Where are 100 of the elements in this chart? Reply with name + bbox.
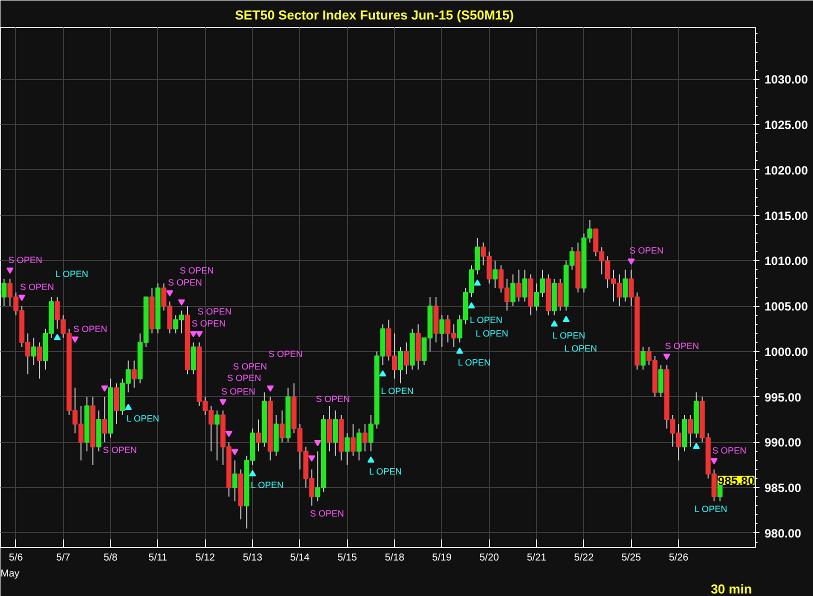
candlestick [516, 269, 522, 302]
y-tick-label: 1025.00 [764, 118, 808, 132]
text: S OPEN [102, 444, 137, 455]
y-tick-label: 1005.00 [764, 300, 808, 314]
text: S OPEN [316, 394, 350, 404]
candlestick [356, 428, 362, 461]
y-tick-label: 1015.00 [764, 208, 808, 223]
point [379, 370, 386, 376]
text: S OPEN [712, 445, 746, 456]
candlestick [439, 314, 444, 348]
point [54, 334, 61, 340]
text: S OPEN [664, 341, 699, 352]
candlestick [114, 382, 120, 425]
point [178, 299, 186, 306]
point [367, 456, 374, 463]
x-tick-label: 5/18 [384, 552, 405, 564]
point [196, 331, 203, 338]
text: S OPEN [180, 266, 214, 276]
candlestick [190, 342, 196, 375]
point [225, 430, 232, 438]
y-tick-label: 1010.00 [764, 254, 808, 268]
x-tick-label: 5/25 [622, 552, 642, 564]
candlestick [132, 360, 137, 388]
point [308, 455, 316, 462]
text: L OPEN [380, 386, 414, 396]
annotation: 985.80 [718, 474, 755, 488]
text: 30 min [710, 582, 752, 596]
text: L OPEN [564, 344, 598, 354]
candlestick [404, 342, 409, 375]
x-tick-label: 5/6 [8, 552, 24, 564]
text: L OPEN [552, 330, 586, 340]
x-tick-label: 5/12 [195, 552, 216, 564]
point [663, 354, 670, 360]
text: S OPEN [20, 282, 54, 292]
point [456, 348, 464, 354]
point [124, 404, 132, 410]
candlestick [350, 424, 356, 456]
point [6, 268, 14, 274]
text: May [0, 568, 20, 580]
point [101, 386, 108, 392]
candlestick [232, 460, 238, 502]
candlestick [31, 337, 36, 366]
text: L OPEN [694, 504, 728, 514]
x-tick-label: 5/19 [432, 552, 452, 564]
x-tick-label: 5/14 [290, 552, 310, 564]
text: S OPEN [233, 361, 268, 372]
x-tick-label: 5/22 [574, 552, 594, 564]
candlestick [398, 346, 404, 384]
point [72, 336, 79, 343]
y-tick-label: 1000.00 [764, 344, 808, 359]
chart-title: SET50 Sector Index Futures Jun-15 (S50M15) [234, 8, 514, 22]
y-tick-label: 985.00 [764, 481, 802, 496]
candlestick [622, 269, 628, 302]
x-tick-label: 5/7 [56, 552, 71, 564]
x-tick-label: 5/8 [104, 552, 118, 564]
text: S OPEN [221, 386, 256, 396]
candlestick [256, 419, 262, 452]
point [710, 458, 718, 464]
point [18, 294, 26, 301]
text: S OPEN [310, 508, 344, 519]
candlestick [558, 278, 563, 312]
point [266, 386, 274, 392]
text: S OPEN [629, 246, 664, 256]
candlestick [1, 278, 7, 307]
x-tick-label: 5/11 [148, 552, 168, 564]
y-tick-label: 1020.00 [764, 163, 808, 178]
text: L OPEN [458, 357, 491, 368]
text: L OPEN [470, 315, 502, 326]
candlestick [280, 410, 285, 443]
y-tick-label: 990.00 [764, 436, 802, 450]
candlestick [344, 432, 350, 466]
x-tick-label: 5/15 [338, 552, 358, 564]
point [692, 442, 700, 449]
point [314, 440, 322, 446]
series-label: L OPEN [250, 480, 284, 490]
x-tick-label: 5/13 [242, 552, 263, 564]
x-tick-label: 5/21 [526, 552, 547, 564]
candlestick [326, 405, 332, 452]
candlestick [332, 410, 338, 456]
candlestick [102, 396, 108, 443]
x-tick-label: 5/26 [668, 552, 689, 564]
candlestick [214, 410, 220, 461]
text: L OPEN [126, 414, 160, 424]
text: S OPEN [227, 373, 262, 384]
candlestick [640, 346, 646, 370]
point [628, 258, 635, 265]
text: L OPEN [369, 466, 402, 476]
candlestick [658, 364, 664, 398]
x-tick-label: 5/20 [480, 552, 500, 564]
point [190, 331, 197, 338]
y-tick-label: 980.00 [764, 526, 802, 540]
point [231, 449, 238, 456]
text: S OPEN [268, 348, 303, 359]
text: S OPEN [168, 277, 202, 288]
text: L OPEN [56, 268, 88, 279]
text: L OPEN [476, 328, 508, 338]
candlestick [36, 342, 42, 380]
candlestick [688, 414, 693, 448]
text: S OPEN [198, 306, 232, 316]
candlestick [362, 424, 368, 452]
